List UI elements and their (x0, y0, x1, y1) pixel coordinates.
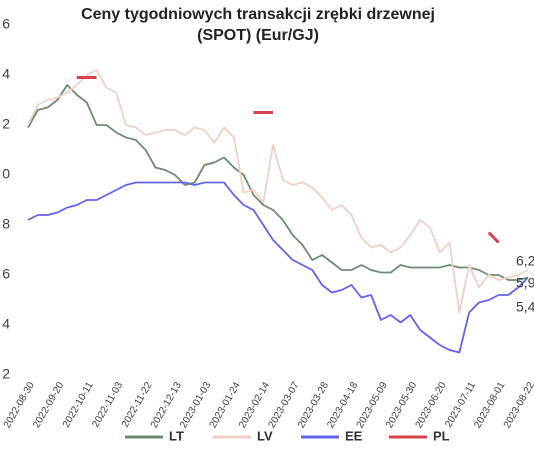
y-tick-label: 6 (2, 266, 10, 282)
annotation: 5,4 (516, 299, 534, 315)
chart-title: (SPOT) (Eur/GJ) (197, 27, 319, 44)
legend-label: LV (257, 428, 273, 443)
annotation: 6,2 (516, 253, 534, 269)
legend-label: EE (345, 428, 363, 443)
y-tick-label: 4 (2, 66, 10, 82)
y-tick-label: 4 (2, 316, 10, 332)
y-tick-label: 8 (2, 216, 10, 232)
y-tick-label: 0 (2, 166, 10, 182)
series-line (27, 181, 529, 354)
series-line (27, 69, 529, 314)
series-line (77, 76, 500, 244)
legend-label: PL (433, 428, 450, 443)
series-line (27, 84, 529, 281)
y-tick-label: 2 (2, 116, 10, 132)
x-tick-label: 2023-08-22 (502, 380, 534, 430)
legend-label: LT (169, 428, 184, 443)
y-tick-label: 2 (2, 366, 10, 382)
annotation: 5,9 (516, 275, 534, 291)
chart-title: Ceny tygodniowych transakcji zrębki drze… (81, 6, 435, 23)
y-tick-label: 6 (2, 16, 10, 32)
